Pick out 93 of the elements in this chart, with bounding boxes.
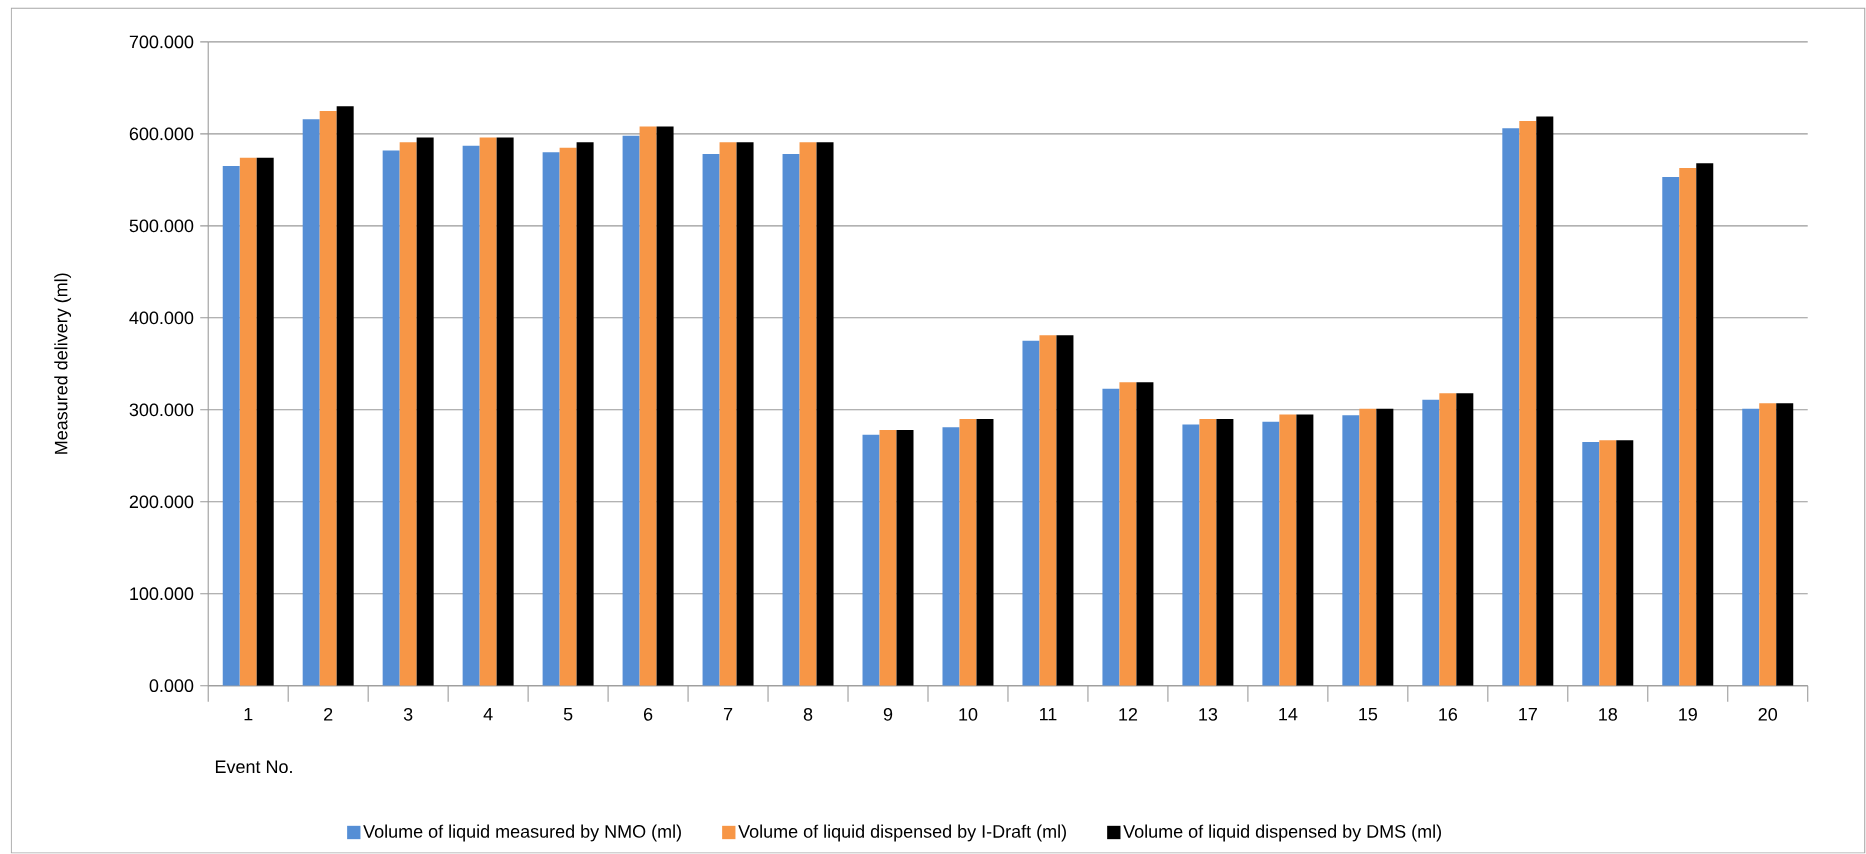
bar bbox=[382, 150, 400, 686]
bar bbox=[1536, 116, 1554, 686]
bar bbox=[959, 418, 977, 686]
x-tick-label: 20 bbox=[1758, 707, 1778, 721]
bar bbox=[496, 137, 514, 686]
x-tick-label: 13 bbox=[1199, 707, 1218, 721]
bar bbox=[719, 142, 737, 686]
x-tick-label: 15 bbox=[1359, 707, 1378, 721]
legend-label: Volume of liquid dispensed by I-Draft (ml) bbox=[738, 824, 1066, 842]
bar bbox=[942, 427, 960, 686]
x-tick-label: 2 bbox=[324, 707, 333, 721]
x-tick-label: 18 bbox=[1599, 707, 1618, 721]
bar bbox=[736, 142, 754, 686]
x-axis-title: Event No. bbox=[215, 760, 292, 773]
bar bbox=[639, 126, 657, 686]
bar bbox=[1776, 403, 1794, 686]
x-tick-label: 6 bbox=[644, 707, 653, 721]
bar bbox=[1119, 382, 1137, 686]
legend-label: Volume of liquid dispensed by DMS (ml) bbox=[1123, 824, 1441, 842]
bar bbox=[1136, 382, 1154, 686]
bar bbox=[416, 137, 434, 686]
bar bbox=[1582, 441, 1600, 686]
x-tick-label: 12 bbox=[1119, 707, 1138, 721]
bar bbox=[576, 142, 594, 686]
bar bbox=[1039, 335, 1057, 686]
bar bbox=[256, 157, 274, 686]
bar bbox=[1376, 408, 1394, 686]
bar bbox=[1696, 163, 1714, 686]
bar bbox=[782, 153, 800, 686]
bar bbox=[1679, 167, 1697, 686]
bar bbox=[896, 429, 914, 686]
bar bbox=[1439, 393, 1457, 686]
x-tick-label: 1 bbox=[244, 707, 253, 721]
bar bbox=[479, 137, 497, 686]
bar bbox=[976, 418, 994, 686]
x-tick-label: 17 bbox=[1519, 707, 1537, 721]
bar bbox=[462, 145, 480, 686]
x-tick-label: 8 bbox=[803, 707, 813, 721]
x-tick-label: 5 bbox=[563, 707, 573, 721]
x-tick-label: 16 bbox=[1439, 707, 1458, 721]
bar bbox=[622, 135, 640, 686]
y-axis-title: Measured delivery (ml) bbox=[54, 273, 72, 454]
x-tick-label: 19 bbox=[1679, 707, 1697, 721]
bar bbox=[656, 126, 674, 686]
bar bbox=[1199, 418, 1217, 686]
bar bbox=[1279, 414, 1297, 686]
x-tick-label: 3 bbox=[403, 707, 413, 721]
bar bbox=[336, 106, 354, 686]
bar bbox=[1456, 393, 1474, 686]
y-tick-label: 600.000 bbox=[129, 127, 194, 141]
bar bbox=[1216, 418, 1234, 686]
bar bbox=[1182, 424, 1200, 686]
bar bbox=[559, 147, 577, 686]
x-tick-label: 9 bbox=[883, 707, 893, 721]
bar bbox=[1262, 421, 1280, 686]
y-tick-label: 300.000 bbox=[129, 403, 194, 417]
bar bbox=[1342, 415, 1360, 686]
y-tick-label: 500.000 bbox=[129, 219, 194, 233]
y-tick-label: 700.000 bbox=[129, 35, 194, 49]
y-tick-label: 0.000 bbox=[149, 679, 194, 692]
bar bbox=[816, 142, 834, 686]
bar bbox=[1022, 340, 1040, 686]
x-tick-label: 4 bbox=[483, 707, 493, 721]
x-tick-label: 10 bbox=[959, 707, 978, 721]
bar bbox=[799, 142, 817, 686]
bar bbox=[1359, 408, 1377, 686]
bar bbox=[542, 152, 560, 686]
bar bbox=[1616, 440, 1634, 686]
y-tick-label: 100.000 bbox=[130, 587, 194, 600]
y-tick-label: 200.000 bbox=[129, 495, 194, 508]
bar bbox=[1662, 176, 1680, 686]
bar bbox=[702, 153, 720, 686]
bar bbox=[1102, 388, 1120, 686]
bar bbox=[1742, 408, 1760, 686]
bar bbox=[1502, 128, 1520, 686]
bar bbox=[879, 429, 897, 686]
bar bbox=[239, 157, 257, 686]
bar bbox=[1296, 414, 1314, 686]
bar bbox=[1519, 120, 1537, 686]
bar bbox=[1599, 440, 1617, 686]
bar bbox=[319, 110, 337, 686]
legend-label: Volume of liquid measured by NMO (ml) bbox=[363, 824, 681, 842]
bar bbox=[1422, 399, 1440, 686]
y-tick-label: 400.000 bbox=[129, 311, 194, 325]
bar bbox=[1759, 403, 1777, 686]
bar bbox=[399, 142, 417, 686]
bar bbox=[302, 119, 320, 686]
bar bbox=[222, 165, 240, 686]
x-tick-label: 14 bbox=[1279, 707, 1298, 721]
bar bbox=[1056, 335, 1074, 686]
x-tick-label: 7 bbox=[723, 707, 733, 721]
x-tick-label: 11 bbox=[1040, 707, 1057, 721]
bar bbox=[862, 434, 880, 686]
